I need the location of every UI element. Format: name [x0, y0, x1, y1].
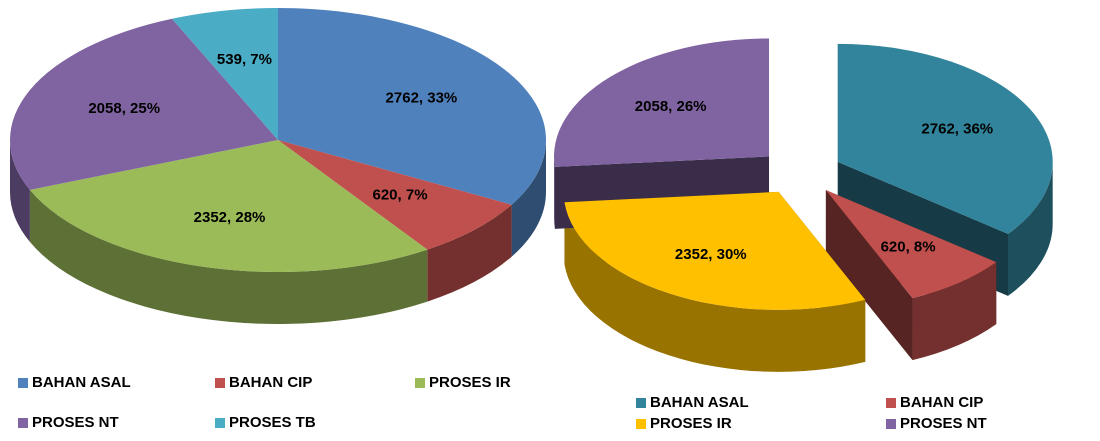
- data-label: 2762, 36%: [921, 120, 993, 137]
- slice-side: [1008, 161, 1053, 296]
- slice-wall: [825, 190, 913, 361]
- slice: [564, 191, 866, 310]
- slice: [29, 140, 428, 272]
- legend-label: PROSES TB: [229, 414, 316, 431]
- legend-marker: [886, 398, 896, 408]
- slice: [9, 18, 279, 190]
- slice: [837, 43, 1053, 234]
- slice-side: [554, 156, 555, 229]
- legend-marker: [215, 418, 225, 428]
- legend-marker: [636, 419, 646, 429]
- legend-label: PROSES IR: [650, 415, 732, 432]
- pie-tops: [554, 38, 1053, 310]
- legend-marker: [636, 398, 646, 408]
- pie: [554, 38, 1053, 372]
- legend-marker: [18, 378, 28, 388]
- legend-label: BAHAN ASAL: [650, 394, 749, 411]
- data-label: 620, 7%: [372, 187, 427, 204]
- data-label: 620, 8%: [881, 239, 936, 256]
- slice: [278, 140, 512, 250]
- slice-side: [427, 204, 512, 302]
- slice: [172, 8, 278, 140]
- data-label: 2762, 33%: [386, 90, 458, 107]
- data-label: 2352, 30%: [675, 246, 747, 263]
- data-label: 539, 7%: [217, 51, 272, 68]
- legend-marker: [886, 419, 896, 429]
- legend-label: PROSES NT: [900, 415, 987, 432]
- data-label: 2058, 26%: [635, 98, 707, 115]
- legend-marker: [415, 378, 425, 388]
- legend-label: BAHAN CIP: [229, 374, 312, 391]
- slice-side: [564, 202, 866, 372]
- pie-tops: [9, 8, 546, 272]
- slice-side: [511, 140, 546, 257]
- legend-label: PROSES NT: [32, 414, 119, 431]
- legend-label: PROSES IR: [429, 374, 511, 391]
- data-label: 2352, 28%: [194, 209, 266, 226]
- slice-side: [10, 140, 30, 242]
- slice: [554, 38, 770, 167]
- legend-label: BAHAN CIP: [900, 394, 983, 411]
- slice-side: [29, 189, 428, 324]
- slice-side: [912, 262, 997, 361]
- legend-marker: [215, 378, 225, 388]
- legend-label: BAHAN ASAL: [32, 374, 131, 391]
- pie-sides: [10, 140, 546, 324]
- pie: [9, 8, 546, 324]
- slice: [278, 8, 546, 205]
- legend-marker: [18, 418, 28, 428]
- data-label: 2058, 25%: [88, 100, 160, 117]
- slice: [825, 190, 997, 299]
